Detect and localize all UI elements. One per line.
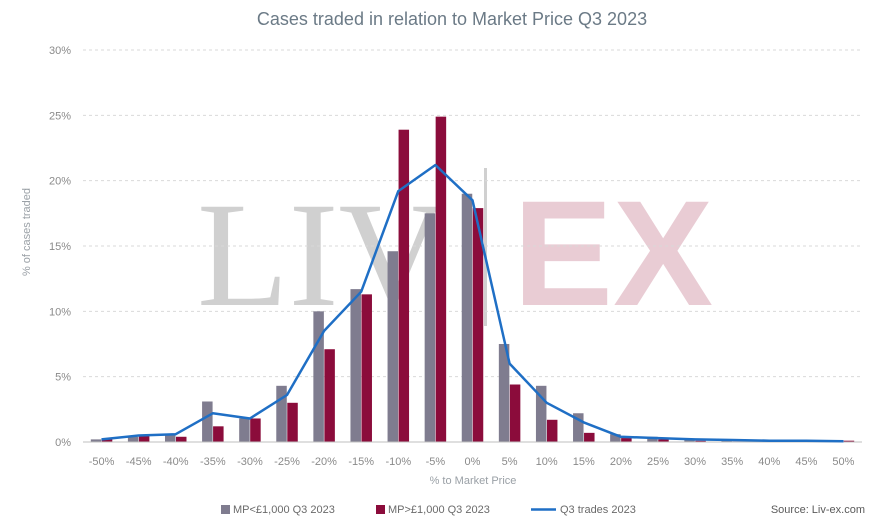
x-tick-label: -10% bbox=[385, 456, 411, 468]
bar-mp-under-1000 bbox=[535, 385, 547, 442]
legend-label: MP<£1,000 Q3 2023 bbox=[233, 504, 335, 516]
bar-mp-under-1000 bbox=[350, 289, 361, 442]
bar-mp-under-1000 bbox=[424, 213, 436, 442]
x-tick-label: 30% bbox=[684, 456, 706, 468]
x-tick-label: -35% bbox=[200, 456, 226, 468]
line-series bbox=[101, 163, 844, 443]
y-axis-label: % of cases traded bbox=[21, 188, 33, 276]
legend-item-series-0: MP<£1,000 Q3 2023 bbox=[221, 504, 335, 516]
y-tick-label: 15% bbox=[49, 241, 71, 253]
bar-mp-under-1000 bbox=[610, 434, 621, 442]
q3-trades-line bbox=[101, 163, 844, 443]
watermark-divider bbox=[484, 168, 487, 326]
bar-mp-over-1000 bbox=[398, 129, 410, 442]
bar-mp-over-1000 bbox=[287, 402, 298, 442]
bar-mp-under-1000 bbox=[239, 418, 250, 442]
bar-mp-over-1000 bbox=[509, 384, 521, 442]
bar-mp-under-1000 bbox=[313, 311, 324, 442]
legend-swatch bbox=[221, 505, 230, 514]
x-tick-label: -40% bbox=[163, 456, 189, 468]
x-tick-label: -25% bbox=[274, 456, 300, 468]
legend-item-series-1: MP>£1,000 Q3 2023 bbox=[376, 504, 490, 516]
bar-mp-over-1000 bbox=[435, 116, 447, 442]
x-tick-label: -45% bbox=[126, 456, 152, 468]
legend-label: MP>£1,000 Q3 2023 bbox=[388, 504, 490, 516]
bar-mp-under-1000 bbox=[721, 440, 732, 442]
x-tick-label: 25% bbox=[647, 456, 669, 468]
x-tick-label: -20% bbox=[311, 456, 337, 468]
bar-mp-over-1000 bbox=[101, 439, 113, 442]
legend-label: Q3 trades 2023 bbox=[560, 504, 636, 516]
bar-mp-over-1000 bbox=[472, 208, 484, 442]
bar-mp-under-1000 bbox=[276, 385, 287, 442]
bar-mp-over-1000 bbox=[621, 438, 632, 442]
bar-mp-over-1000 bbox=[324, 349, 335, 442]
bar-mp-under-1000 bbox=[90, 439, 102, 442]
bar-mp-under-1000 bbox=[498, 344, 510, 442]
x-tick-label: 5% bbox=[502, 456, 518, 468]
y-tick-label: 5% bbox=[55, 372, 71, 384]
x-axis-ticks: -50% -45% -40% -35% -30% -25% -20% -15% -10% -5% 0… bbox=[89, 456, 855, 468]
bars bbox=[90, 116, 855, 442]
x-tick-label: -15% bbox=[348, 456, 374, 468]
legend-item-series-2: Q3 trades 2023 bbox=[531, 504, 636, 516]
bar-mp-under-1000 bbox=[573, 413, 584, 442]
x-tick-label: -30% bbox=[237, 456, 263, 468]
bar-mp-over-1000 bbox=[658, 439, 669, 442]
bar-mp-under-1000 bbox=[387, 251, 399, 442]
x-tick-label: 35% bbox=[721, 456, 743, 468]
x-tick-label: -5% bbox=[426, 456, 446, 468]
y-tick-label: 25% bbox=[49, 110, 71, 122]
bar-mp-under-1000 bbox=[202, 401, 213, 442]
y-tick-label: 30% bbox=[49, 45, 71, 57]
x-axis-label: % to Market Price bbox=[430, 475, 517, 487]
y-tick-label: 20% bbox=[49, 176, 71, 188]
bar-mp-over-1000 bbox=[546, 419, 558, 442]
bar-mp-over-1000 bbox=[843, 440, 855, 442]
x-tick-label: 45% bbox=[795, 456, 817, 468]
x-tick-label: 20% bbox=[610, 456, 632, 468]
watermark-ex-text: EX bbox=[513, 169, 713, 337]
legend: MP<£1,000 Q3 2023 MP>£1,000 Q3 2023 Q3 t… bbox=[221, 504, 636, 516]
source-note: Source: Liv-ex.com bbox=[771, 504, 865, 516]
bar-mp-over-1000 bbox=[584, 432, 595, 442]
liv-ex-watermark: LIV EX bbox=[197, 168, 713, 338]
bar-mp-over-1000 bbox=[138, 435, 150, 442]
x-tick-label: 50% bbox=[832, 456, 854, 468]
bar-mp-over-1000 bbox=[695, 440, 706, 442]
y-axis-ticks: 0% 5% 10% 15% 20% 25% 30% bbox=[49, 45, 71, 449]
bar-mp-under-1000 bbox=[164, 435, 176, 442]
bar-mp-under-1000 bbox=[461, 193, 473, 442]
x-tick-label: 10% bbox=[536, 456, 558, 468]
bar-mp-over-1000 bbox=[250, 418, 261, 442]
x-tick-label: 40% bbox=[758, 456, 780, 468]
x-tick-label: 0% bbox=[465, 456, 481, 468]
legend-swatch bbox=[376, 505, 385, 514]
bar-mp-over-1000 bbox=[213, 426, 224, 442]
x-tick-label: 15% bbox=[573, 456, 595, 468]
gridlines bbox=[83, 49, 862, 378]
chart-title: Cases traded in relation to Market Price… bbox=[257, 9, 647, 29]
bar-mp-over-1000 bbox=[175, 436, 187, 442]
bar-mp-under-1000 bbox=[684, 439, 695, 442]
bar-mp-under-1000 bbox=[127, 436, 139, 442]
y-tick-label: 0% bbox=[55, 437, 71, 449]
bar-mp-under-1000 bbox=[647, 436, 658, 442]
x-tick-label: -50% bbox=[89, 456, 115, 468]
y-tick-label: 10% bbox=[49, 306, 71, 318]
bar-mp-over-1000 bbox=[361, 294, 372, 442]
